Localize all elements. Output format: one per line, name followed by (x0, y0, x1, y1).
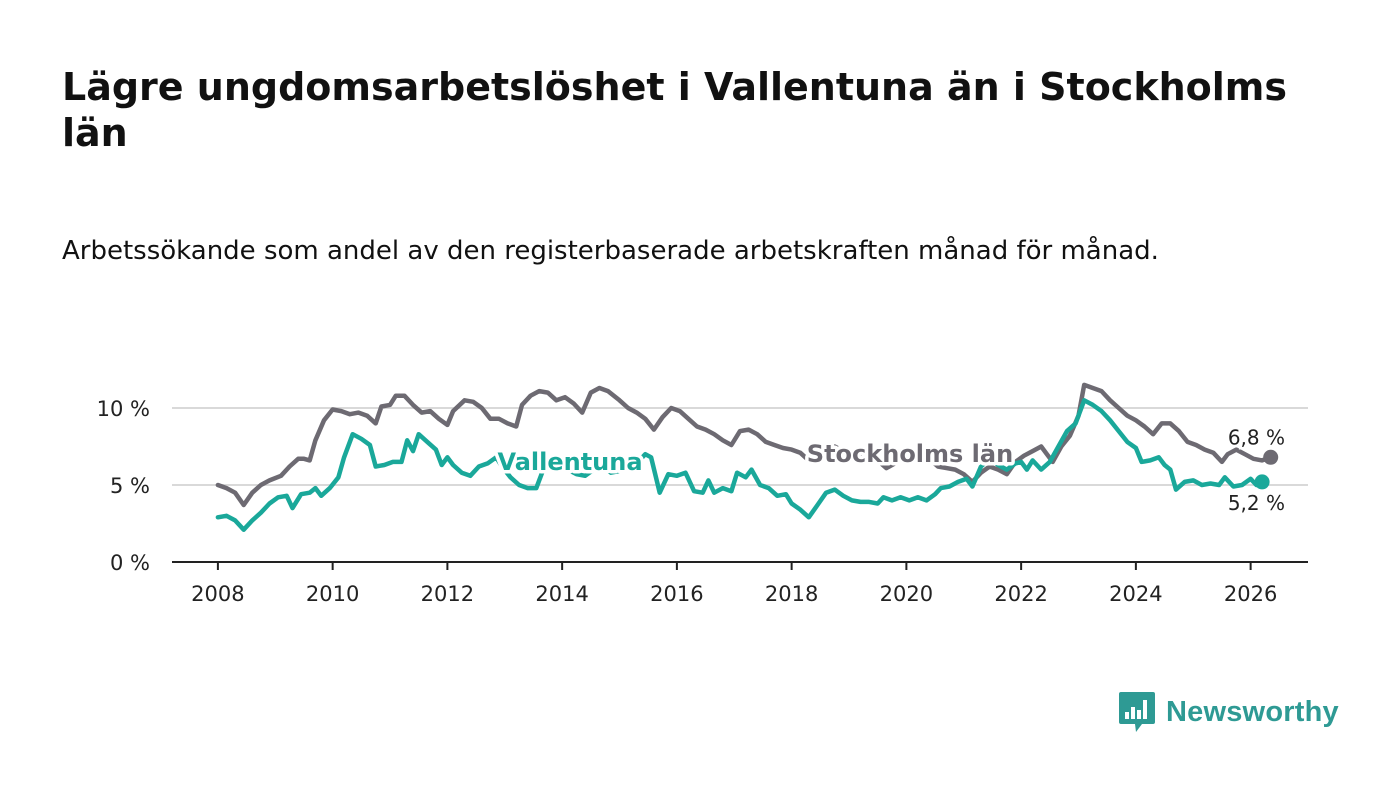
y-tick-label: 0 % (110, 551, 150, 575)
end-label-stockholm: 6,8 % (1228, 425, 1285, 449)
end-point-stockholm (1263, 449, 1279, 465)
x-tick-label: 2018 (765, 582, 818, 606)
x-tick-label: 2022 (994, 582, 1047, 606)
y-tick-label: 10 % (97, 397, 150, 421)
x-tick-label: 2016 (650, 582, 703, 606)
x-tick-label: 2008 (191, 582, 244, 606)
end-point-vallentuna (1254, 474, 1270, 490)
series-label-vallentuna: Vallentuna (497, 448, 642, 476)
x-tick-label: 2012 (421, 582, 474, 606)
newsworthy-logo-icon (1119, 692, 1155, 732)
newsworthy-logo: Newsworthy (1118, 690, 1339, 734)
series-line-vallentuna (215, 398, 1265, 532)
series-line-stockholm (215, 382, 1273, 508)
x-tick-label: 2010 (306, 582, 359, 606)
page-title: Lägre ungdomsarbetslöshet i Vallentuna ä… (62, 65, 1287, 155)
chart-subtitle: Arbetssökande som andel av den registerb… (62, 236, 1159, 266)
x-tick-label: 2020 (880, 582, 933, 606)
line-chart: 0 % 5 % 10 % 2008 2010 2012 2014 2016 2018 2020 20… (97, 382, 1308, 606)
x-tick-label: 2024 (1109, 582, 1162, 606)
x-tick-label: 2014 (535, 582, 588, 606)
series-label-stockholm: Stockholms län (807, 440, 1013, 468)
logo-text: Newsworthy (1166, 695, 1339, 728)
end-label-vallentuna: 5,2 % (1228, 491, 1285, 515)
y-tick-label: 5 % (110, 474, 150, 498)
x-tick-label: 2026 (1224, 582, 1277, 606)
